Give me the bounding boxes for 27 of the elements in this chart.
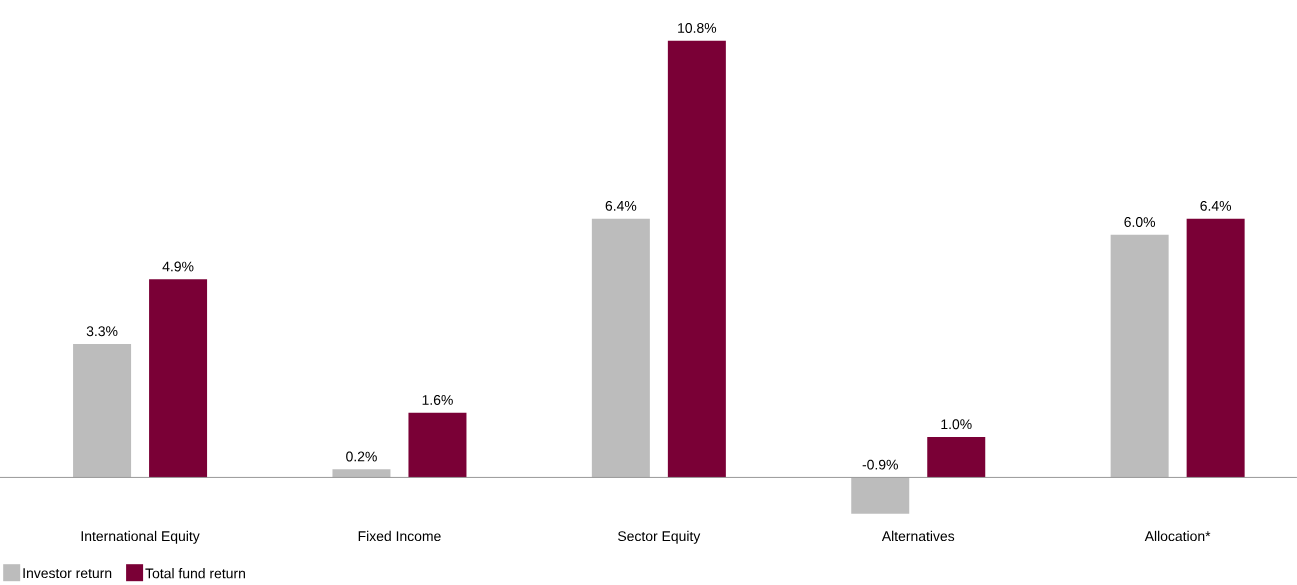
data-label: 3.3% xyxy=(86,326,118,337)
data-label: 6.4% xyxy=(1200,200,1232,211)
data-label: 10.8% xyxy=(678,23,717,33)
bar xyxy=(408,412,467,478)
x-tick-label: International Equity xyxy=(81,530,200,544)
data-label: 6.4% xyxy=(605,200,637,211)
data-label: 1.0% xyxy=(941,419,972,430)
x-tick-label: Allocation* xyxy=(1144,530,1211,542)
bar xyxy=(149,279,208,478)
bar xyxy=(1186,218,1245,478)
legend-label: Investor return xyxy=(23,568,112,579)
bar xyxy=(332,469,391,478)
bar xyxy=(591,218,650,478)
legend-label: Total fund return xyxy=(145,568,245,579)
bar xyxy=(667,40,726,478)
bar xyxy=(1110,234,1169,478)
bar xyxy=(927,436,986,478)
data-label: 6.0% xyxy=(1124,217,1156,227)
data-label: 0.2% xyxy=(346,451,377,462)
x-tick-label: Fixed Income xyxy=(358,530,441,542)
data-label: 1.6% xyxy=(422,395,453,405)
data-label: -0.9% xyxy=(862,459,898,470)
x-tick-label: Sector Equity xyxy=(618,530,701,544)
bar xyxy=(851,477,910,514)
bar xyxy=(73,344,132,478)
data-label: 4.9% xyxy=(162,261,194,272)
x-tick-label: Alternatives xyxy=(881,530,955,542)
